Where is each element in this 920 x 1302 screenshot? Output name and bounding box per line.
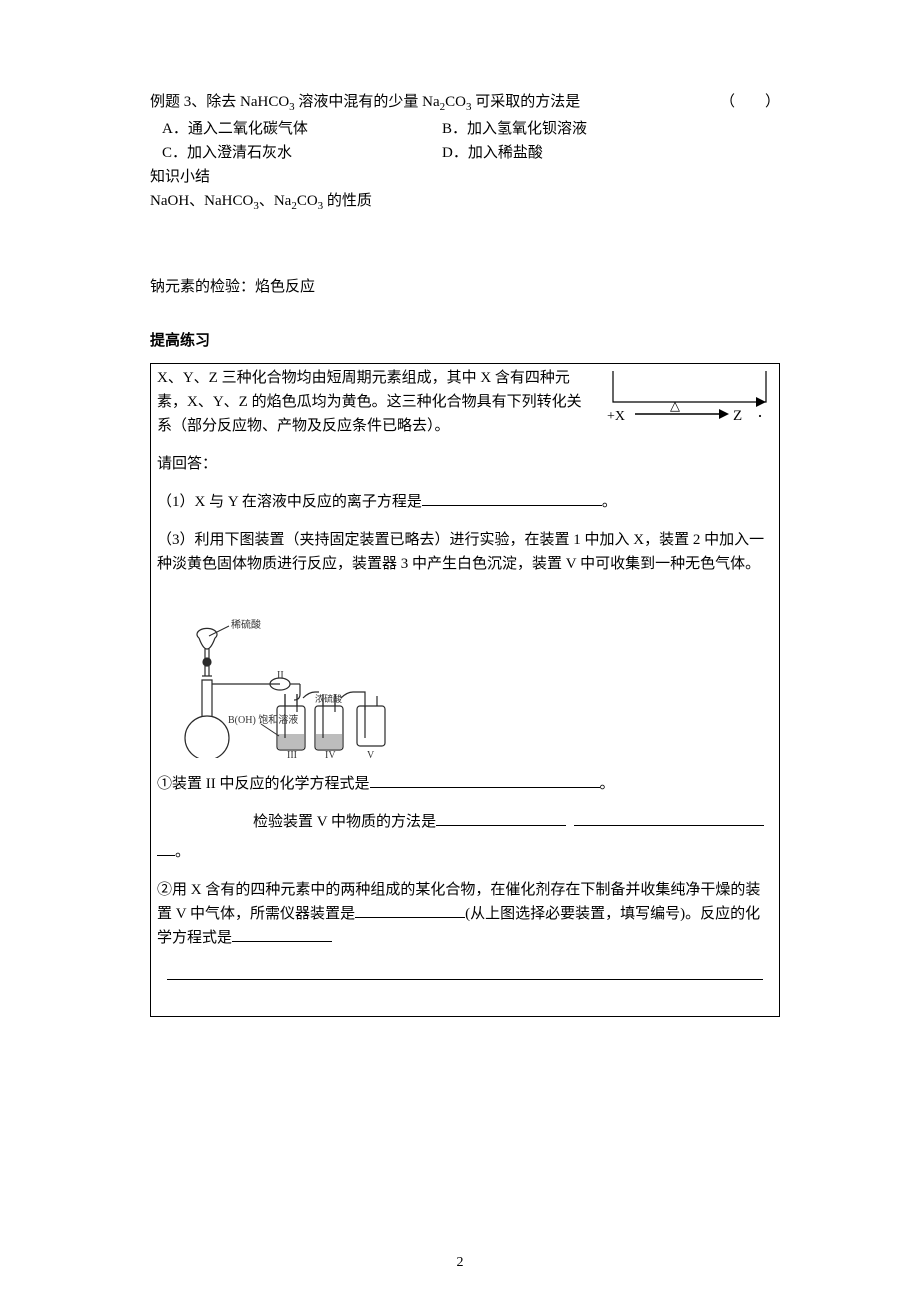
dot-label: · xyxy=(757,406,763,426)
problem-box: +X △ Z · X、Y、Z 三种化合物均由短周期元素组成，其中 X 含有四种元… xyxy=(150,363,780,1017)
example3-optB: B．加入氢氧化钡溶液 xyxy=(430,117,587,141)
plus-x-label: +X xyxy=(607,409,625,424)
check-method-end: 。 xyxy=(157,840,773,864)
check-method: 检验装置 V 中物质的方法是 xyxy=(253,810,773,834)
reaction-diagram: +X △ Z · xyxy=(601,368,771,428)
example3-row2: C．加入澄清石灰水 D．加入稀盐酸 xyxy=(150,141,780,165)
question-3-intro: （3）利用下图装置（夹持固定装置已略去）进行实验，在装置 1 中加入 X，装置 … xyxy=(157,528,773,576)
example3-paren: （ ） xyxy=(720,90,780,117)
summary-title: 知识小结 xyxy=(150,165,780,189)
practice-title: 提高练习 xyxy=(150,329,780,353)
example3-optA: A．通入二氧化碳气体 xyxy=(150,117,430,141)
delta-label: △ xyxy=(670,398,680,413)
svg-text:稀硫酸: 稀硫酸 xyxy=(231,618,261,631)
apparatus-diagram: 稀硫酸 II B3(OH)2 饱和溶液 浓硫酸 III IV V xyxy=(157,588,417,758)
example3-optC: C．加入澄清石灰水 xyxy=(150,141,430,165)
svg-text:II: II xyxy=(277,670,284,681)
svg-text:浓硫酸: 浓硫酸 xyxy=(315,693,342,704)
sub-question-1: ①装置 II 中反应的化学方程式是。 xyxy=(157,772,773,796)
svg-text:IV: IV xyxy=(325,750,336,758)
example3-row1: A．通入二氧化碳气体 B．加入氢氧化钡溶液 xyxy=(150,117,780,141)
flame-test-line: 钠元素的检验：焰色反应 xyxy=(150,275,780,299)
example3-question: 例题 3、除去 NaHCO3 溶液中混有的少量 Na2CO3 可采取的方法是 xyxy=(150,90,580,117)
long-answer-line xyxy=(167,962,763,980)
svg-text:B3(OH)2 饱和溶液: B3(OH)2 饱和溶液 xyxy=(228,713,298,726)
example3-stem: 例题 3、除去 NaHCO3 溶液中混有的少量 Na2CO3 可采取的方法是 （… xyxy=(150,90,780,117)
svg-text:III: III xyxy=(287,750,297,758)
example3-optD: D．加入稀盐酸 xyxy=(430,141,543,165)
sub-question-2: ②用 X 含有的四种元素中的两种组成的某化合物，在催化剂存在下制备并收集纯净干燥… xyxy=(157,878,773,950)
page-number: 2 xyxy=(0,1252,920,1274)
properties-line: NaOH、NaHCO3、Na2CO3 的性质 xyxy=(150,189,780,216)
please-answer: 请回答： xyxy=(157,452,773,476)
z-label: Z xyxy=(733,408,742,424)
svg-text:V: V xyxy=(367,750,375,758)
question-1: （1）X 与 Y 在溶液中反应的离子方程是。 xyxy=(157,490,773,514)
